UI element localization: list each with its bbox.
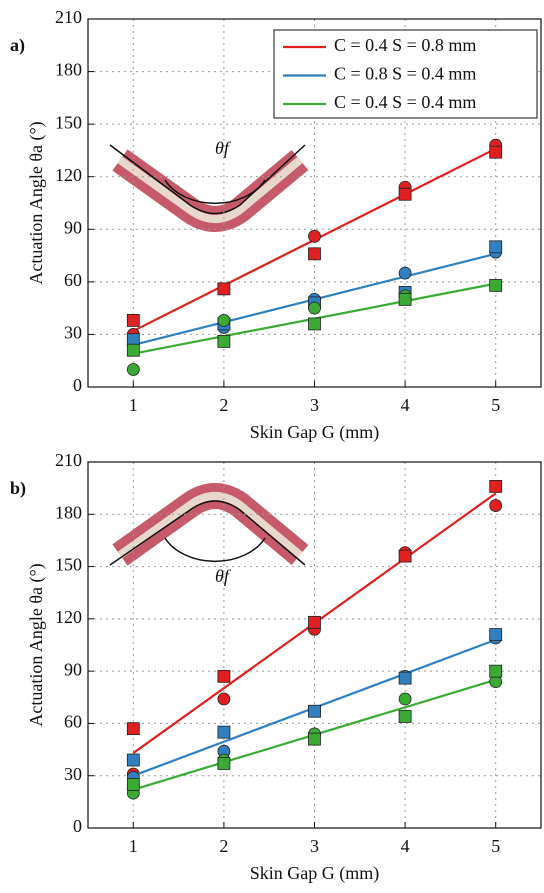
y-tick-label: 30	[64, 764, 82, 784]
y-tick-label: 90	[64, 217, 82, 237]
y-tick-label: 30	[64, 323, 82, 343]
y-tick-label: 0	[73, 816, 82, 836]
square-marker	[399, 672, 411, 684]
inset-illustration-a	[110, 145, 305, 219]
annotation: θf	[215, 138, 232, 158]
x-tick-label: 3	[310, 395, 319, 415]
square-marker	[127, 314, 139, 326]
x-tick-label: 5	[491, 836, 500, 856]
circle-marker	[218, 693, 230, 705]
x-tick-label: 2	[219, 836, 228, 856]
x-tick-label: 2	[219, 395, 228, 415]
legend-label: C = 0.4 S = 0.4 mm	[334, 92, 476, 112]
legend-label: C = 0.4 S = 0.8 mm	[334, 35, 476, 55]
y-tick-label: 0	[73, 375, 82, 395]
y-tick-label: 180	[55, 502, 82, 522]
y-tick-label: 90	[64, 659, 82, 679]
x-tick-label: 4	[401, 836, 410, 856]
square-marker	[218, 758, 230, 770]
inset-illustration-b	[110, 496, 305, 565]
square-marker	[309, 616, 321, 628]
square-marker	[399, 550, 411, 562]
square-marker	[309, 705, 321, 717]
square-marker	[399, 293, 411, 305]
square-marker	[218, 726, 230, 738]
square-marker	[309, 318, 321, 330]
x-tick-label: 5	[491, 395, 500, 415]
panel-label: b)	[10, 478, 26, 499]
square-marker	[490, 146, 502, 158]
square-marker	[309, 248, 321, 260]
circle-marker	[218, 314, 230, 326]
y-tick-label: 60	[64, 270, 82, 290]
square-marker	[127, 344, 139, 356]
square-marker	[490, 480, 502, 492]
square-marker	[490, 241, 502, 253]
circle-marker	[490, 500, 502, 512]
square-marker	[218, 335, 230, 347]
x-tick-label: 1	[129, 395, 138, 415]
x-tick-label: 1	[129, 836, 138, 856]
annotation: θf	[215, 566, 232, 586]
legend-label: C = 0.8 S = 0.4 mm	[334, 64, 476, 84]
circle-marker	[309, 230, 321, 242]
y-tick-label: 150	[55, 112, 82, 132]
y-tick-label: 150	[55, 555, 82, 575]
x-axis-label: Skin Gap G (mm)	[250, 863, 380, 884]
square-marker	[490, 665, 502, 677]
y-tick-label: 120	[55, 165, 82, 185]
square-marker	[490, 629, 502, 641]
square-marker	[127, 754, 139, 766]
x-tick-label: 3	[310, 836, 319, 856]
circle-marker	[309, 302, 321, 314]
y-axis-label: Actuation Angle θa (°)	[26, 563, 47, 726]
square-marker	[309, 733, 321, 745]
y-tick-label: 120	[55, 607, 82, 627]
x-tick-label: 4	[401, 395, 410, 415]
figure: 030609012015018021012345Skin Gap G (mm)A…	[0, 0, 544, 893]
square-marker	[127, 723, 139, 735]
square-marker	[218, 283, 230, 295]
y-tick-label: 60	[64, 712, 82, 732]
square-marker	[399, 188, 411, 200]
circle-marker	[399, 267, 411, 279]
square-marker	[399, 710, 411, 722]
square-marker	[127, 778, 139, 790]
y-axis-label: Actuation Angle θa (°)	[26, 121, 47, 284]
y-tick-label: 210	[55, 450, 82, 470]
circle-marker	[127, 363, 139, 375]
circle-marker	[399, 693, 411, 705]
y-tick-label: 210	[55, 7, 82, 27]
panel-label: a)	[10, 35, 25, 56]
x-axis-label: Skin Gap G (mm)	[250, 422, 380, 443]
square-marker	[218, 670, 230, 682]
y-tick-label: 180	[55, 60, 82, 80]
square-marker	[490, 279, 502, 291]
